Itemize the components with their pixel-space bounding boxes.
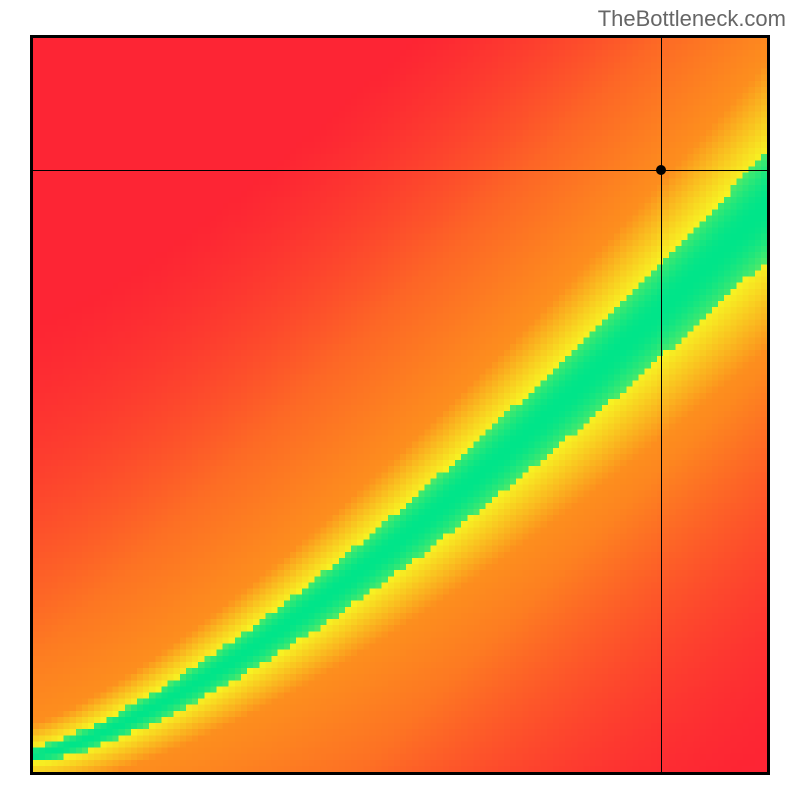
heatmap-plot bbox=[30, 35, 770, 775]
crosshair-vertical bbox=[661, 38, 662, 772]
heatmap-canvas bbox=[33, 38, 767, 772]
watermark-text: TheBottleneck.com bbox=[598, 6, 786, 32]
crosshair-point bbox=[656, 165, 666, 175]
chart-container: TheBottleneck.com bbox=[0, 0, 800, 800]
